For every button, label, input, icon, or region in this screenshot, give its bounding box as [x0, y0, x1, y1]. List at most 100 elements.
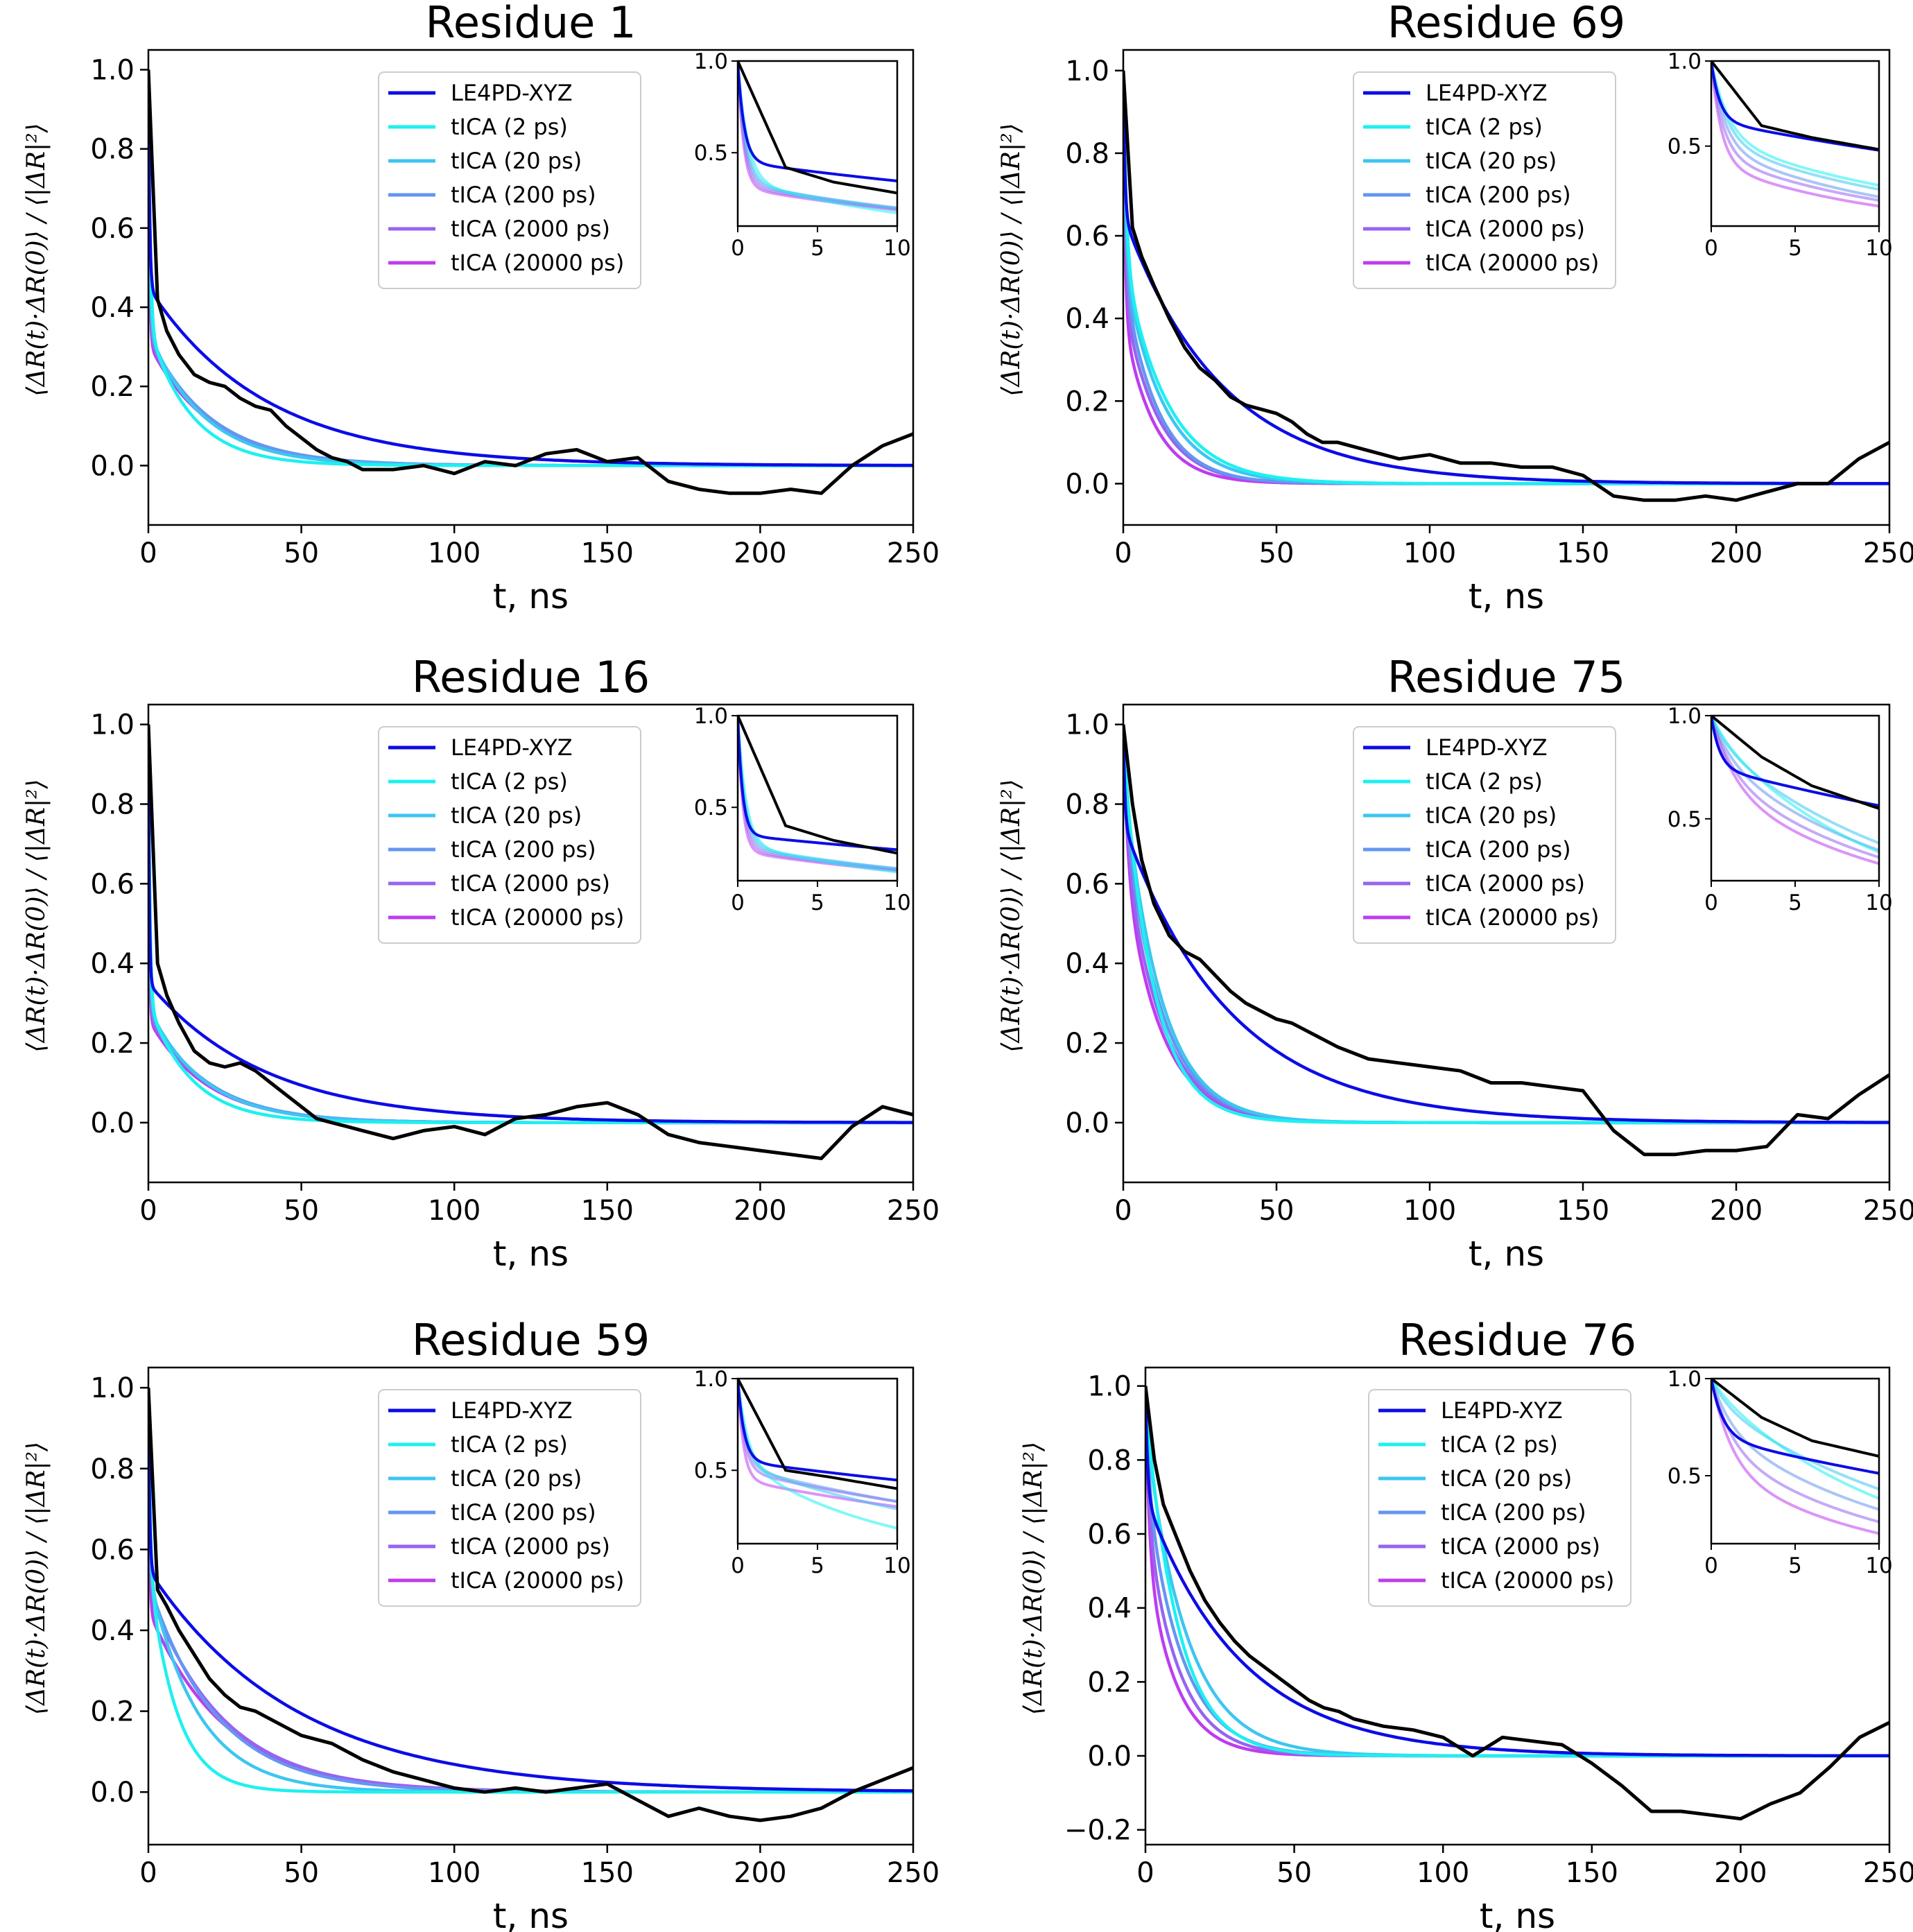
legend-box: [378, 726, 641, 944]
y-tick-label: 0.8: [90, 789, 135, 821]
y-tick-label: 0.6: [90, 868, 135, 900]
axes-frame: [1122, 49, 1891, 526]
inset-x-tick-label: 10: [1865, 1553, 1892, 1578]
series-line-tICA (2 ps): [148, 1388, 913, 1794]
inset-x-tick-label: 10: [1865, 890, 1892, 915]
x-tick-label: 100: [428, 1857, 481, 1889]
x-tick-label: 150: [581, 1857, 634, 1889]
inset-y-tick-label: 1.0: [694, 1367, 728, 1392]
panel-2: Residue 690 50 100 150 200 2500.00.20.40.60.8…: [997, 0, 1913, 616]
panel-1: Residue 10 50 100 150 200 2500.00.20.40.60.81…: [22, 0, 940, 616]
y-tick-label: 0.6: [1065, 221, 1109, 252]
legend-entry: tICA (200 ps): [1426, 836, 1571, 863]
y-tick-label: 0.8: [90, 1454, 135, 1485]
y-tick-label: 1.0: [90, 1372, 135, 1404]
x-tick-label: 0: [1114, 1195, 1132, 1227]
panel-title: Residue 16: [412, 652, 650, 702]
inset-series-line: [1711, 716, 1879, 854]
inset-x-tick-label: 5: [1788, 1553, 1802, 1578]
y-tick-label: 0.2: [1087, 1666, 1132, 1698]
x-tick-label: 150: [1557, 537, 1609, 569]
x-tick-label: 150: [581, 537, 634, 569]
inset-y-tick-label: 0.5: [694, 795, 728, 820]
inset: 0 5 10 0.5 1.0: [694, 704, 911, 915]
series-line-LE4PD-XYZ: [1123, 724, 1889, 1124]
inset-series-line: [1711, 716, 1879, 865]
y-tick-label: 0.0: [90, 1777, 135, 1809]
y-axis-label: ⟨ΔR(t)·ΔR(0)⟩ / ⟨|ΔR|²⟩: [22, 123, 51, 396]
legend-box: [378, 1389, 641, 1607]
x-tick-label: 50: [1276, 1857, 1312, 1889]
legend-entry: tICA (20 ps): [451, 148, 582, 174]
axes-frame: [147, 703, 915, 1184]
axes-frame: [1144, 1366, 1891, 1846]
x-tick-label: 50: [1259, 537, 1295, 569]
inset-series-line: [1711, 1379, 1879, 1511]
legend-entry: tICA (20000 ps): [1426, 904, 1599, 931]
legend: LE4PD-XYZ tICA (2 ps) tICA (20 ps) tICA (20…: [378, 1389, 641, 1607]
x-tick-label: 250: [1863, 1857, 1913, 1889]
legend-entry: tICA (20000 ps): [451, 1567, 624, 1594]
legend-entry: tICA (2 ps): [451, 114, 568, 140]
legend-entry: tICA (20000 ps): [1426, 250, 1599, 276]
inset-background: [1711, 1379, 1879, 1544]
inset-series-line: [1711, 61, 1879, 208]
series-md-line: [1123, 724, 1889, 1157]
inset-series-line: [1711, 1379, 1879, 1475]
inset: 0 5 10 0.5 1.0: [694, 49, 911, 261]
x-tick-label: 50: [284, 537, 319, 569]
series-md-line: [1123, 70, 1889, 502]
legend-entry: tICA (2000 ps): [1441, 1533, 1600, 1560]
inset: 0 5 10 0.5 1.0: [694, 1367, 911, 1578]
legend: LE4PD-XYZ tICA (2 ps) tICA (20 ps) tICA (20…: [1353, 726, 1616, 944]
inset-x-tick-label: 0: [1704, 890, 1718, 915]
inset-plot-area: [1711, 716, 1879, 865]
x-tick-label: 150: [1557, 1195, 1609, 1227]
series-md-line: [148, 1388, 913, 1822]
legend-entry: tICA (20 ps): [1441, 1465, 1572, 1492]
inset-plot-area: [1711, 61, 1879, 208]
legend: LE4PD-XYZ tICA (2 ps) tICA (20 ps) tICA (20…: [378, 71, 641, 289]
series-md-line: [1145, 1386, 1889, 1821]
panel-5: Residue 590 50 100 150 200 2500.00.20.40.60.8…: [22, 1315, 940, 1932]
x-tick-label: 200: [1710, 1195, 1763, 1227]
y-tick-label: 0.2: [90, 1028, 135, 1060]
y-tick-label: 0.0: [1065, 1107, 1109, 1139]
plot-area: [148, 1388, 913, 1822]
x-tick-label: 250: [887, 1195, 940, 1227]
inset-plot-area: [738, 716, 897, 874]
y-tick-label: 1.0: [1065, 709, 1109, 741]
panel-title: Residue 1: [426, 0, 637, 48]
x-tick-label: 200: [734, 537, 786, 569]
plot-area: [1123, 724, 1889, 1157]
inset-series-line: [1711, 1379, 1879, 1535]
y-tick-label: 0.4: [90, 1615, 135, 1647]
y-tick-label: 0.4: [90, 292, 135, 324]
y-tick-label: 0.0: [90, 1107, 135, 1139]
inset-y-tick-label: 0.5: [1668, 807, 1702, 832]
inset-series-line: [1711, 61, 1879, 152]
legend-entry: tICA (200 ps): [1441, 1499, 1586, 1526]
x-axis-label: t, ns: [493, 1234, 569, 1274]
inset-y-tick-label: 1.0: [1668, 704, 1702, 729]
x-tick-label: 100: [1417, 1857, 1469, 1889]
inset-x-tick-label: 5: [1788, 236, 1802, 261]
legend-entry: tICA (2000 ps): [1426, 216, 1585, 242]
inset-x-tick-label: 5: [811, 890, 824, 915]
legend-entry: tICA (2 ps): [451, 768, 568, 795]
x-tick-label: 100: [428, 537, 481, 569]
inset-y-tick-label: 0.5: [1668, 135, 1702, 159]
legend-entry: LE4PD-XYZ: [1426, 734, 1548, 761]
x-tick-label: 50: [284, 1857, 319, 1889]
inset-x-tick-label: 10: [883, 236, 910, 261]
axes-frame: [147, 1366, 915, 1846]
y-axis-label: ⟨ΔR(t)·ΔR(0)⟩ / ⟨|ΔR|²⟩: [22, 1442, 51, 1715]
inset-md-line: [738, 716, 897, 855]
legend-entry: LE4PD-XYZ: [451, 80, 573, 106]
y-tick-label: 1.0: [1065, 55, 1109, 87]
inset: 0 5 10 0.5 1.0: [1668, 49, 1893, 261]
legend-entry: LE4PD-XYZ: [1426, 80, 1548, 106]
y-tick-label: 0.0: [1087, 1741, 1132, 1773]
inset-y-tick-label: 1.0: [694, 704, 728, 729]
y-tick-label: 0.8: [1065, 138, 1109, 170]
